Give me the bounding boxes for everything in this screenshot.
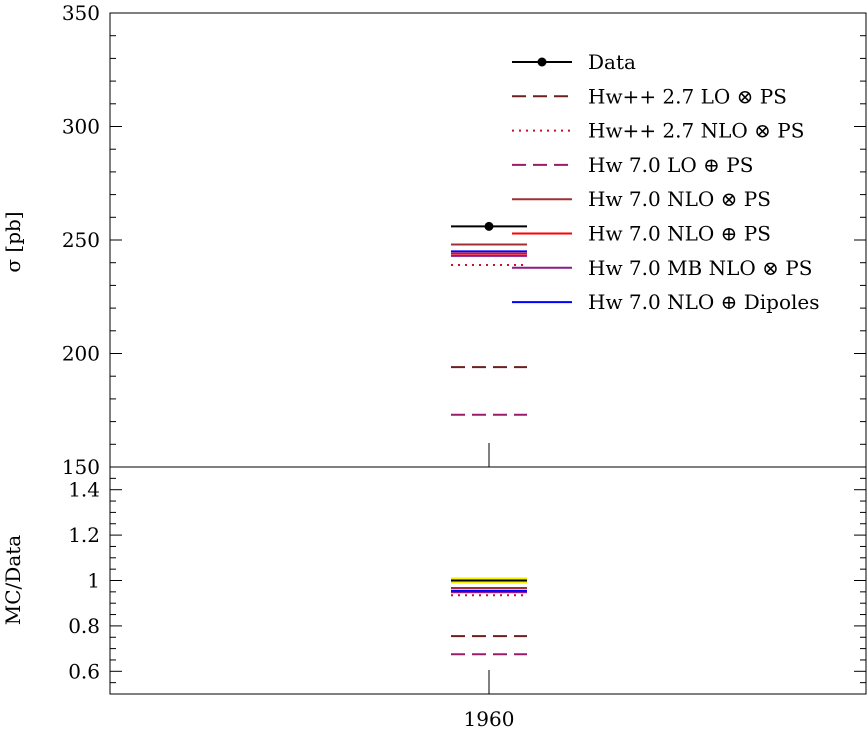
legend-label: Hw 7.0 MB NLO ⊗ PS <box>588 256 812 280</box>
legend-label: Hw++ 2.7 NLO ⊗ PS <box>588 119 804 143</box>
main-data-marks <box>451 221 527 416</box>
ratio-y-ticks: 0.6 0.8 1 1.2 1.4 <box>68 466 866 695</box>
legend-marker <box>537 57 547 67</box>
legend-label: Hw 7.0 NLO ⊕ Dipoles <box>588 290 820 314</box>
main-y-tick-label: 200 <box>62 342 100 366</box>
ratio-y-tick-label: 0.8 <box>68 614 100 638</box>
main-y-tick-label: 350 <box>62 1 100 25</box>
legend: Data Hw++ 2.7 LO ⊗ PS Hw++ 2.7 NLO ⊗ PS Hw … <box>512 50 820 314</box>
ratio-y-tick-label: 0.6 <box>68 659 100 683</box>
main-y-tick-label: 300 <box>62 115 100 139</box>
main-y-axis-label: σ [pb] <box>1 211 25 272</box>
legend-label: Hw++ 2.7 LO ⊗ PS <box>588 84 787 108</box>
ratio-y-axis-label: MC/Data <box>1 535 25 626</box>
ratio-y-tick-label: 1 <box>87 569 100 593</box>
legend-label: Data <box>588 50 636 74</box>
main-y-ticks: 150 200 250 300 350 <box>62 1 866 479</box>
x-tick-label: 1960 <box>464 707 515 731</box>
ratio-y-tick-label: 1.2 <box>68 523 100 547</box>
main-y-tick-label: 250 <box>62 228 100 252</box>
legend-label: Hw 7.0 LO ⊕ PS <box>588 153 753 177</box>
main-y-tick-label: 150 <box>62 455 100 479</box>
legend-label: Hw 7.0 NLO ⊕ PS <box>588 222 771 246</box>
data-point-marker <box>484 221 494 231</box>
ratio-data-marks <box>451 577 527 656</box>
legend-label: Hw 7.0 NLO ⊗ PS <box>588 187 771 211</box>
ratio-y-tick-label: 1.4 <box>68 478 100 502</box>
